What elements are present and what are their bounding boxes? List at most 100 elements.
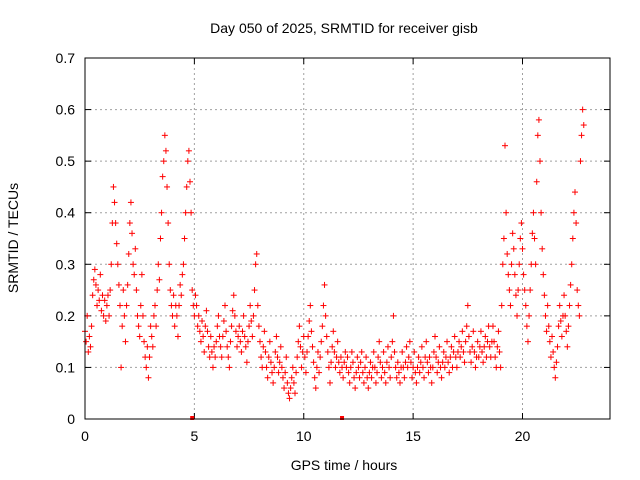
data-point: [87, 343, 94, 350]
data-point: [323, 333, 330, 340]
data-point: [453, 364, 460, 371]
data-point: [325, 364, 332, 371]
data-point: [269, 369, 276, 376]
data-point: [515, 287, 522, 294]
data-point: [133, 287, 140, 294]
data-point: [574, 287, 581, 294]
data-point: [375, 354, 382, 361]
data-point: [383, 359, 390, 366]
data-point: [153, 323, 160, 330]
data-point: [287, 385, 294, 392]
data-point: [318, 338, 325, 345]
data-point: [402, 359, 409, 366]
x-tick-label: 20: [515, 428, 531, 444]
data-point: [360, 379, 367, 386]
data-point: [551, 364, 558, 371]
data-point: [519, 245, 526, 252]
data-point: [277, 343, 284, 350]
data-point: [479, 348, 486, 355]
y-tick-label: 0.7: [56, 50, 76, 66]
data-point: [223, 328, 230, 335]
data-point: [185, 147, 192, 154]
data-point: [438, 374, 445, 381]
data-point: [125, 250, 132, 257]
data-point: [137, 302, 144, 309]
data-point: [281, 385, 288, 392]
data-point: [418, 343, 425, 350]
data-point: [304, 348, 311, 355]
data-point: [155, 261, 162, 268]
data-point: [131, 271, 138, 278]
data-point: [164, 183, 171, 190]
data-point: [176, 302, 183, 309]
data-point: [445, 359, 452, 366]
data-point: [228, 323, 235, 330]
data-point: [225, 354, 232, 361]
data-point: [518, 220, 525, 227]
data-point: [417, 359, 424, 366]
data-point: [404, 364, 411, 371]
data-point: [329, 343, 336, 350]
data-point: [557, 318, 564, 325]
data-point: [436, 343, 443, 350]
data-point: [180, 261, 187, 268]
data-point: [371, 364, 378, 371]
data-point: [206, 354, 213, 361]
data-point: [129, 230, 136, 237]
data-point: [414, 364, 421, 371]
data-point: [555, 323, 562, 330]
data-point: [320, 302, 327, 309]
data-point: [229, 307, 236, 314]
data-point: [201, 348, 208, 355]
data-point: [330, 328, 337, 335]
data-point: [244, 338, 251, 345]
data-point: [425, 369, 432, 376]
data-point: [530, 209, 537, 216]
data-point: [392, 364, 399, 371]
data-point: [527, 287, 534, 294]
data-point: [448, 343, 455, 350]
data-point: [349, 359, 356, 366]
data-point: [457, 354, 464, 361]
data-point: [363, 354, 370, 361]
data-point: [205, 343, 212, 350]
data-point: [341, 359, 348, 366]
data-point: [382, 379, 389, 386]
data-point: [265, 354, 272, 361]
data-point: [247, 302, 254, 309]
data-point: [255, 323, 262, 330]
data-point: [101, 297, 108, 304]
x-tick-label: 10: [296, 428, 312, 444]
data-point: [440, 348, 447, 355]
data-point: [389, 338, 396, 345]
data-point: [313, 364, 320, 371]
data-point: [359, 369, 366, 376]
data-point: [544, 302, 551, 309]
points-layer: [82, 106, 587, 420]
data-point: [441, 364, 448, 371]
data-point: [99, 292, 106, 299]
data-point: [319, 323, 326, 330]
data-point: [511, 271, 518, 278]
data-point: [507, 302, 514, 309]
data-point: [108, 261, 115, 268]
data-point: [342, 348, 349, 355]
data-point: [415, 354, 422, 361]
data-point: [195, 312, 202, 319]
data-point: [432, 333, 438, 340]
data-point: [454, 348, 461, 355]
data-point: [156, 276, 163, 283]
data-point: [517, 235, 524, 242]
data-point: [188, 209, 195, 216]
data-point: [486, 343, 493, 350]
data-point: [464, 302, 471, 309]
data-point: [189, 287, 196, 294]
data-point: [208, 348, 215, 355]
data-point: [147, 323, 154, 330]
data-point: [202, 323, 209, 330]
y-axis-title: SRMTID / TECUs: [5, 183, 21, 293]
data-point: [267, 359, 274, 366]
data-point: [171, 323, 178, 330]
data-point: [397, 379, 403, 386]
